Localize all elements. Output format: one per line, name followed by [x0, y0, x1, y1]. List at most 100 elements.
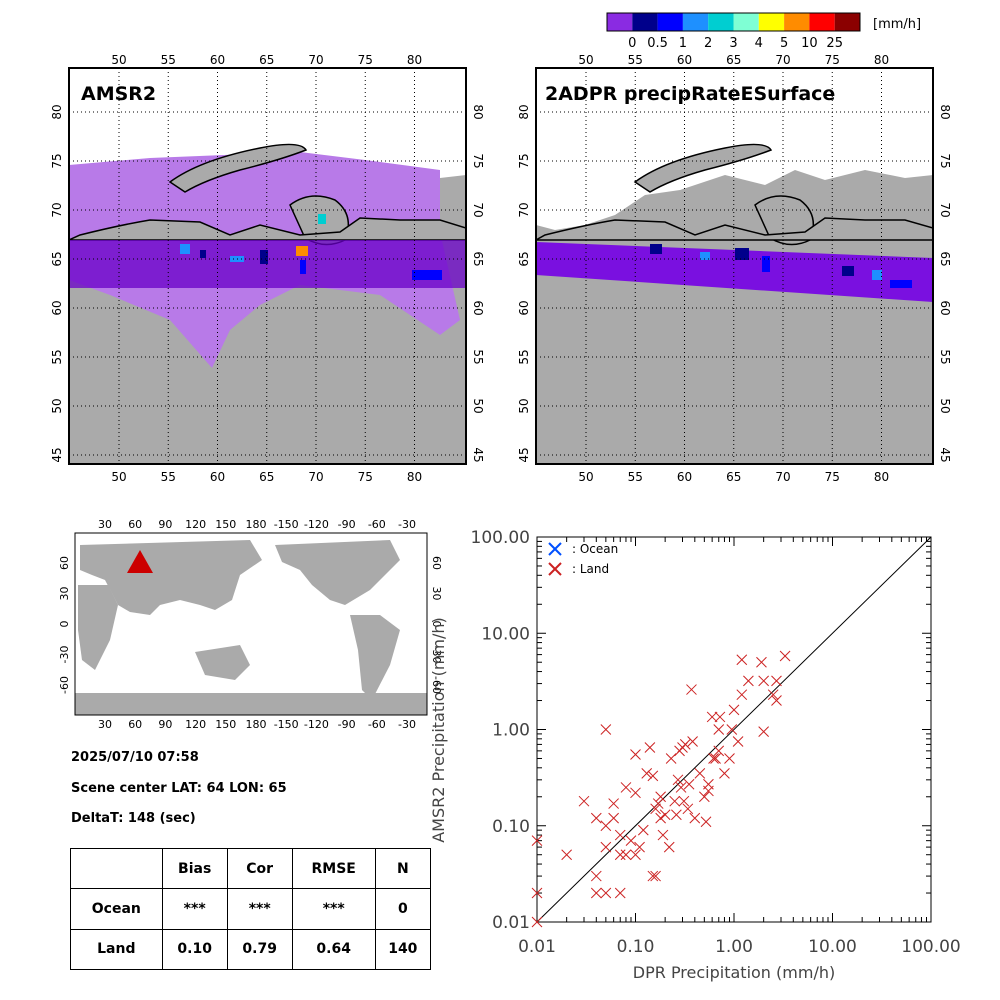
scatter-plot: 0.01 0.01 0.10 0.10 1.00 1.00 10.00 10.00 100.00…	[429, 528, 961, 982]
legend-marker	[548, 562, 562, 576]
scatter-point	[600, 887, 612, 899]
scatter-point	[600, 724, 612, 735]
globe-lat-tick: 30	[58, 587, 71, 601]
lon-tick-label: 75	[358, 53, 373, 67]
colorbar-swatch	[607, 13, 633, 31]
globe-lon-tick: 150	[215, 718, 236, 731]
lon-tick-label: 70	[775, 470, 790, 484]
scatter-point	[590, 870, 602, 882]
lon-tick-label: 70	[775, 53, 790, 67]
scatter-point	[644, 742, 656, 753]
lat-tick-label: 75	[471, 153, 485, 168]
globe-lon-tick: -120	[304, 518, 329, 531]
scatter-point	[647, 870, 659, 882]
scene-location-marker	[127, 550, 153, 573]
lon-tick-label: 80	[874, 470, 889, 484]
globe-lon-tick: -60	[368, 718, 386, 731]
y-tick-label: 10.00	[481, 624, 530, 644]
scene-center: Scene center LAT: 64 LON: 65	[71, 781, 287, 796]
table-header-row: Bias Cor RMSE N	[70, 847, 432, 890]
globe-lon-tick: 180	[246, 718, 267, 731]
scatter-point	[650, 870, 661, 882]
globe-lon-tick: -150	[274, 718, 299, 731]
legend-entry: : Land	[548, 562, 609, 576]
lat-tick-label: 65	[938, 251, 952, 266]
globe-lon-tick: 90	[158, 718, 172, 731]
scatter-point	[657, 829, 669, 841]
scatter-point	[724, 753, 735, 764]
globe-lon-tick: 30	[98, 718, 112, 731]
scatter-point	[732, 736, 744, 747]
lon-tick-label: 60	[210, 470, 225, 484]
scatter-point	[713, 745, 725, 757]
legend-entry: : Ocean	[548, 542, 618, 556]
scatter-point	[703, 785, 714, 797]
globe-tick-labels: 30 30 60 60 90 90 120 120 150 150 180 180 -150 -150 -1…	[58, 518, 443, 731]
lon-tick-label: 75	[825, 470, 840, 484]
lat-tick-label: 65	[50, 251, 64, 266]
map-tick-labels: 50 50 55 55 60 60 65 65 70 70 75 75 80 80 80 80 75 75 70 70…	[50, 53, 485, 484]
scatter-point	[771, 675, 782, 687]
scatter-legend: : Ocean : Land	[548, 542, 618, 576]
scatter-point	[600, 841, 612, 853]
lat-tick-label: 65	[517, 251, 531, 266]
scatter-point	[700, 816, 712, 828]
lat-tick-label: 50	[50, 398, 64, 413]
globe-lon-tick: 120	[185, 518, 206, 531]
globe-lon-tick: 180	[246, 518, 267, 531]
scatter-point	[678, 795, 690, 807]
scatter-points	[531, 650, 791, 928]
cell-bias: 0.10	[161, 928, 228, 971]
coast	[69, 217, 466, 241]
y-tick-label: 1.00	[492, 721, 530, 741]
scatter-point	[578, 795, 590, 807]
cell-rmse: ***	[291, 888, 376, 930]
x-axis-label: DPR Precipitation (mm/h)	[633, 963, 835, 982]
scatter-point	[655, 812, 666, 824]
header-cor: Cor	[226, 847, 293, 890]
lon-tick-label: 50	[111, 53, 126, 67]
scatter-point	[687, 736, 698, 747]
globe-lon-tick: -30	[398, 718, 416, 731]
africa	[78, 585, 118, 670]
cell-bias: ***	[161, 888, 228, 930]
colorbar: 0 0.5 1 2 3 4 5 10 25	[606, 12, 861, 51]
row-label: Land	[70, 928, 163, 971]
lon-tick-label: 55	[628, 470, 643, 484]
lat-tick-label: 70	[471, 202, 485, 217]
scatter-point	[650, 803, 661, 815]
lon-tick-label: 80	[407, 470, 422, 484]
lat-tick-label: 80	[50, 104, 64, 119]
lat-tick-label: 65	[471, 251, 485, 266]
header-bias: Bias	[161, 847, 228, 890]
x-tick-label: 10.00	[808, 937, 857, 957]
eurasia-africa	[80, 540, 262, 615]
australia	[195, 645, 250, 680]
scatter-point	[694, 768, 706, 779]
lat-tick-label: 50	[471, 398, 485, 413]
globe-lon-tick: -30	[398, 518, 416, 531]
cell-rmse: 0.64	[291, 928, 376, 971]
colorbar-swatch	[784, 13, 810, 31]
cell-n: 0	[374, 888, 432, 930]
lon-tick-label: 75	[825, 53, 840, 67]
cell-n: 140	[374, 928, 432, 971]
lat-tick-label: 60	[471, 300, 485, 315]
globe-lon-tick: -120	[304, 718, 329, 731]
cell-cor: ***	[226, 888, 293, 930]
map-title: 2ADPR precipRateESurface	[545, 83, 835, 105]
x-tick-label: 0.01	[518, 937, 556, 957]
map-title: AMSR2	[81, 83, 156, 105]
lon-tick-label: 70	[308, 470, 323, 484]
lat-tick-label: 70	[938, 202, 952, 217]
scatter-point	[620, 782, 632, 793]
lon-tick-label: 50	[111, 470, 126, 484]
scatter-point	[659, 809, 671, 821]
globe-lon-tick: 60	[128, 518, 142, 531]
lat-tick-label: 60	[517, 300, 531, 315]
lat-tick-label: 75	[938, 153, 952, 168]
scatter-point	[647, 770, 659, 782]
globe-lon-tick: -90	[338, 518, 356, 531]
globe-lat-tick: 60	[430, 556, 443, 570]
